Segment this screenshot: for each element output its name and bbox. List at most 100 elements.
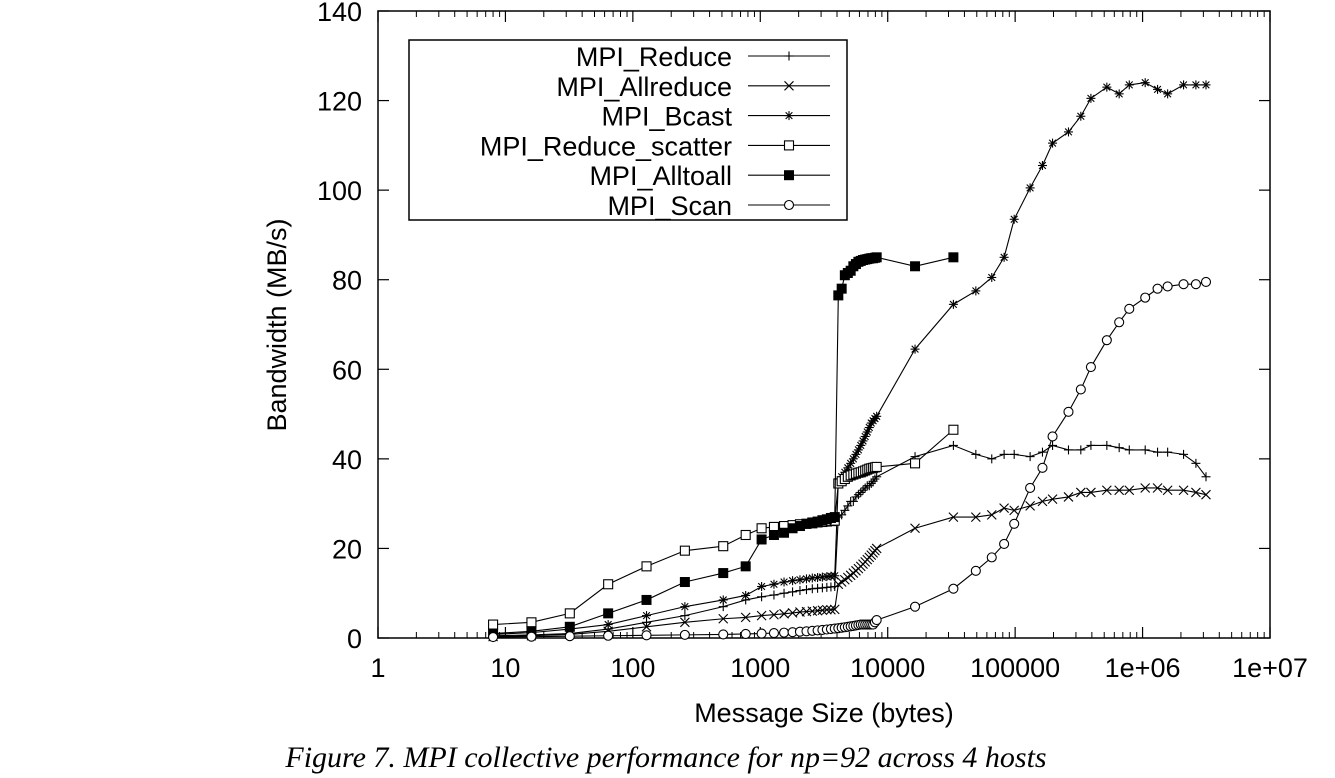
data-point — [1047, 431, 1058, 442]
data-point — [641, 630, 652, 641]
data-point — [641, 594, 652, 605]
data-point — [1152, 483, 1163, 493]
data-point — [1124, 485, 1135, 496]
data-point — [526, 631, 537, 642]
data-point — [756, 610, 767, 621]
legend-label: MPI_Scan — [607, 191, 732, 221]
y-tick-label: 0 — [347, 624, 362, 654]
data-point — [1114, 89, 1124, 99]
data-point — [948, 440, 958, 450]
data-point — [986, 552, 997, 563]
data-point — [910, 523, 920, 534]
data-point — [718, 629, 729, 640]
data-point — [756, 534, 767, 545]
data-point — [1201, 489, 1211, 500]
legend-entry: MPI_Reduce_scatter — [480, 131, 830, 161]
data-point — [757, 592, 767, 602]
data-point — [1102, 440, 1112, 450]
data-point — [872, 472, 882, 482]
plot-frame — [377, 10, 1271, 639]
data-point — [784, 170, 794, 181]
data-point — [603, 620, 613, 630]
data-point — [836, 577, 847, 587]
data-point — [999, 538, 1010, 550]
series-layer — [488, 78, 1212, 643]
data-point — [788, 587, 798, 597]
data-point — [1048, 138, 1058, 148]
data-point — [641, 621, 652, 632]
data-point — [641, 561, 652, 572]
data-point — [784, 51, 794, 61]
data-point — [829, 604, 840, 615]
legend-label: MPI_Allreduce — [556, 72, 732, 102]
data-point — [1178, 485, 1189, 496]
data-point — [1191, 458, 1201, 468]
data-point — [1152, 283, 1163, 294]
data-point — [779, 577, 789, 587]
x-tick-label: 1 — [370, 653, 385, 683]
data-point — [795, 586, 805, 596]
data-point — [1102, 82, 1112, 92]
data-point — [987, 454, 997, 464]
data-point — [679, 545, 690, 556]
data-point — [1124, 80, 1134, 90]
series-mpi-scan — [488, 276, 1212, 643]
y-tick-label: 20 — [332, 534, 362, 564]
data-point — [971, 449, 981, 459]
data-point — [866, 478, 876, 488]
data-point — [999, 503, 1009, 514]
data-point — [779, 527, 790, 538]
data-point — [488, 632, 499, 643]
data-point — [1163, 447, 1173, 457]
data-point — [488, 619, 499, 630]
data-point — [603, 608, 614, 619]
legend-label: MPI_Reduce_scatter — [480, 131, 732, 161]
data-point — [801, 585, 811, 595]
data-point — [948, 299, 958, 309]
data-point — [779, 608, 789, 619]
legend-entry: MPI_Reduce — [576, 42, 830, 72]
legend-label: MPI_Reduce — [576, 42, 732, 72]
data-point — [564, 631, 575, 642]
x-axis-label: Message Size (bytes) — [694, 698, 954, 728]
y-tick-label: 100 — [317, 176, 362, 206]
data-point — [1076, 445, 1086, 455]
data-point — [1063, 492, 1074, 502]
data-point — [1101, 335, 1112, 346]
data-point — [987, 272, 997, 282]
data-point — [1063, 445, 1073, 455]
data-point — [856, 487, 866, 497]
x-tick-label: 1e+07 — [1232, 653, 1308, 683]
data-point — [784, 80, 794, 91]
data-point — [1140, 292, 1151, 303]
x-tick-label: 1e+06 — [1105, 653, 1181, 683]
data-point — [783, 140, 795, 151]
data-point — [1191, 80, 1201, 90]
data-point — [1075, 384, 1086, 395]
legend-label: MPI_Bcast — [601, 102, 732, 132]
y-tick-label: 140 — [317, 0, 362, 27]
data-point — [1114, 443, 1124, 453]
data-point — [603, 579, 614, 590]
data-point — [1009, 505, 1020, 516]
data-point — [862, 427, 872, 437]
x-tick-label: 100000 — [970, 653, 1060, 683]
data-point — [779, 588, 789, 598]
data-point — [948, 583, 959, 594]
data-point — [1140, 78, 1150, 88]
y-tick-label: 80 — [332, 266, 362, 296]
data-point — [740, 628, 751, 640]
data-point — [679, 577, 690, 588]
data-point — [1190, 279, 1201, 290]
data-point — [853, 445, 863, 455]
data-point — [836, 283, 847, 294]
data-point — [679, 629, 690, 640]
data-point — [769, 590, 779, 600]
series-line — [493, 82, 1206, 635]
data-point — [740, 529, 751, 541]
data-point — [756, 628, 767, 639]
data-point — [795, 575, 805, 585]
axis-tick-labels: 1 10 100 1000 10000 100000 1e+06 1e+07 0 20 40 60 80… — [317, 0, 1308, 683]
legend-entry: MPI_Scan — [607, 191, 830, 221]
data-point — [829, 512, 840, 523]
